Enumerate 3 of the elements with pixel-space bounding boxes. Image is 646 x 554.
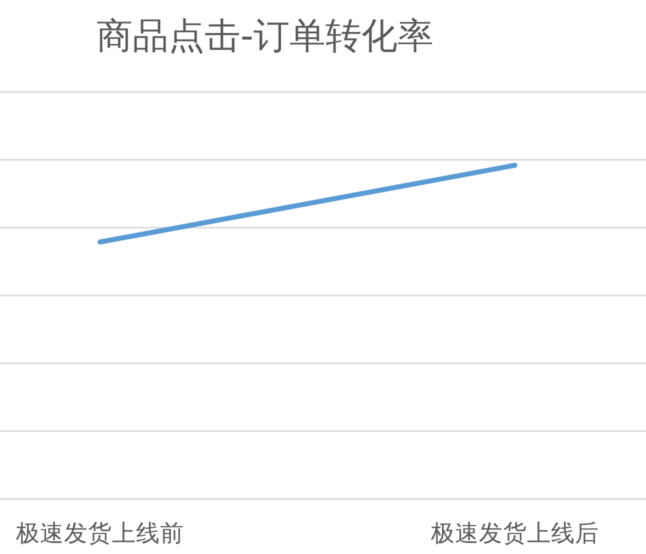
chart-title: 商品点击-订单转化率 <box>96 16 434 57</box>
x-tick-label: 极速发货上线后 <box>430 519 599 547</box>
x-tick-label: 极速发货上线前 <box>15 519 184 547</box>
